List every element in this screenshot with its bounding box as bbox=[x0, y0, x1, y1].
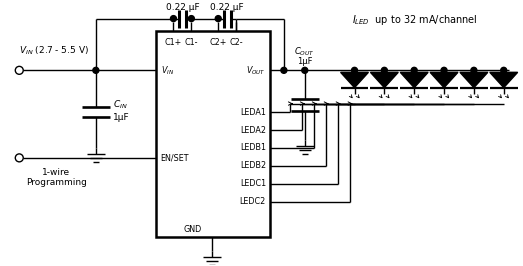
Circle shape bbox=[501, 67, 507, 73]
Text: C1-: C1- bbox=[185, 39, 198, 48]
Circle shape bbox=[471, 67, 477, 73]
Text: GND: GND bbox=[183, 225, 201, 234]
Text: $V_{IN}$ (2.7 - 5.5 V): $V_{IN}$ (2.7 - 5.5 V) bbox=[19, 45, 89, 57]
Polygon shape bbox=[430, 72, 458, 88]
Bar bbox=[155, 31, 270, 238]
Text: $V_{OUT}$: $V_{OUT}$ bbox=[246, 64, 266, 77]
Circle shape bbox=[188, 16, 195, 22]
Circle shape bbox=[411, 67, 417, 73]
Text: LEDC1: LEDC1 bbox=[240, 179, 266, 188]
Text: 0.22 μF: 0.22 μF bbox=[210, 3, 244, 12]
Text: EN/SET: EN/SET bbox=[161, 153, 189, 162]
Circle shape bbox=[302, 67, 308, 73]
Circle shape bbox=[215, 16, 221, 22]
Text: LEDB1: LEDB1 bbox=[240, 143, 266, 152]
Text: LEDC2: LEDC2 bbox=[240, 197, 266, 206]
Text: 1μF: 1μF bbox=[297, 57, 313, 66]
Circle shape bbox=[351, 67, 358, 73]
Text: 1μF: 1μF bbox=[113, 113, 129, 122]
Text: LEDA2: LEDA2 bbox=[240, 126, 266, 135]
Circle shape bbox=[441, 67, 447, 73]
Text: LEDA1: LEDA1 bbox=[240, 108, 266, 117]
Circle shape bbox=[170, 16, 176, 22]
Text: $C_{IN}$: $C_{IN}$ bbox=[113, 99, 128, 111]
Polygon shape bbox=[490, 72, 518, 88]
Circle shape bbox=[15, 154, 23, 162]
Polygon shape bbox=[340, 72, 368, 88]
Circle shape bbox=[93, 67, 99, 73]
Text: 1-wire
Programming: 1-wire Programming bbox=[26, 168, 86, 187]
Circle shape bbox=[15, 66, 23, 74]
Circle shape bbox=[381, 67, 388, 73]
Circle shape bbox=[281, 67, 287, 73]
Polygon shape bbox=[400, 72, 428, 88]
Text: LEDB2: LEDB2 bbox=[240, 161, 266, 170]
Text: 0.22 μF: 0.22 μF bbox=[166, 3, 199, 12]
Text: $I_{LED}$  up to 32 mA/channel: $I_{LED}$ up to 32 mA/channel bbox=[351, 13, 477, 27]
Polygon shape bbox=[460, 72, 488, 88]
Text: C2+: C2+ bbox=[210, 39, 227, 48]
Text: C2-: C2- bbox=[229, 39, 243, 48]
Text: C1+: C1+ bbox=[165, 39, 182, 48]
Text: $C_{OUT}$: $C_{OUT}$ bbox=[294, 46, 315, 59]
Text: $V_{IN}$: $V_{IN}$ bbox=[161, 64, 174, 77]
Polygon shape bbox=[370, 72, 399, 88]
